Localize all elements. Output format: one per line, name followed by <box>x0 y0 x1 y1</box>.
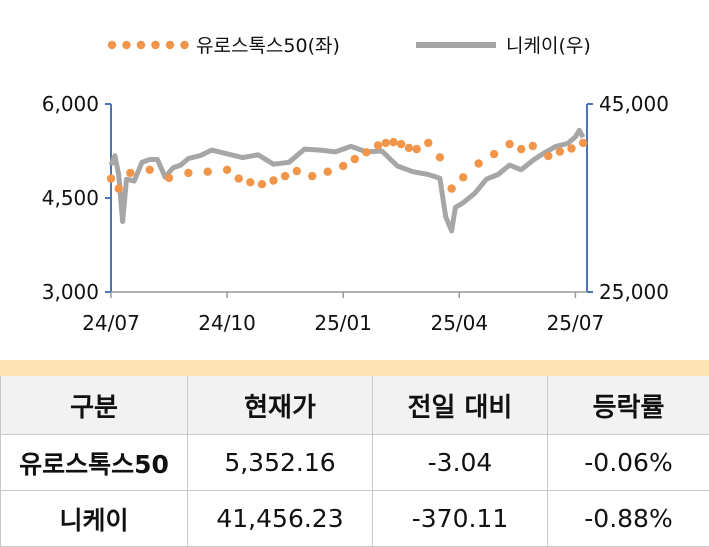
eurostoxx-point <box>234 174 243 183</box>
eurostoxx-point <box>447 184 456 193</box>
series-eurostoxx <box>106 138 588 193</box>
eurostoxx-point <box>106 174 116 183</box>
eurostoxx-point <box>145 165 154 174</box>
line-chart: 유로스톡스50(좌) 니케이(우) 24/07 24/10 25/01 25/04 25… <box>42 35 669 335</box>
eurostoxx-point <box>350 154 359 164</box>
legend: 유로스톡스50(좌) 니케이(우) <box>107 35 591 57</box>
x-tick-label: 25/07 <box>547 311 605 335</box>
eurostoxx-point <box>528 141 537 151</box>
eurostoxx-point <box>292 166 301 176</box>
row-change: -370.11 <box>372 490 548 547</box>
eurostoxx-point <box>222 165 232 174</box>
eurostoxx-point <box>184 168 193 178</box>
header-rate: 등락률 <box>547 376 709 435</box>
eurostoxx-point <box>246 178 255 187</box>
y-left-tick-label: 4,500 <box>42 186 99 210</box>
eurostoxx-point <box>164 173 174 183</box>
eurostoxx-point <box>412 144 421 154</box>
eurostoxx-point <box>308 171 317 181</box>
legend-label-nikkei: 니케이(우) <box>506 35 591 57</box>
header-category: 구분 <box>0 376 188 435</box>
section-separator <box>0 360 709 376</box>
eurostoxx-point <box>397 139 406 149</box>
header-price: 현재가 <box>187 376 373 435</box>
legend-dotted-marker <box>107 40 189 50</box>
y-left-tick-label: 3,000 <box>42 280 99 304</box>
eurostoxx-point <box>203 167 212 176</box>
row-price: 5,352.16 <box>187 434 373 491</box>
eurostoxx-point <box>459 173 468 182</box>
eurostoxx-point <box>362 148 371 157</box>
row-price: 41,456.23 <box>187 490 373 547</box>
eurostoxx-point <box>517 144 526 154</box>
eurostoxx-point <box>126 168 135 178</box>
y-left-tick-label: 6,000 <box>42 92 99 116</box>
eurostoxx-point <box>567 144 576 153</box>
axes <box>105 103 593 298</box>
eurostoxx-point <box>578 138 588 148</box>
row-name: 유로스톡스50 <box>0 434 188 491</box>
table-header-row: 구분 현재가 전일 대비 등락률 <box>0 376 709 435</box>
eurostoxx-point <box>257 180 267 189</box>
legend-dot <box>165 40 175 50</box>
eurostoxx-point <box>114 184 123 193</box>
eurostoxx-point <box>373 141 383 150</box>
header-change: 전일 대비 <box>372 376 548 435</box>
x-tick-label: 25/04 <box>430 311 488 335</box>
series-nikkei <box>108 127 586 234</box>
quote-table-area: 구분 현재가 전일 대비 등락률 유로스톡스50 5,352.16 -3.04 … <box>0 376 709 547</box>
chart-area: 유로스톡스50(좌) 니케이(우) 24/07 24/10 25/01 25/04 25… <box>41 35 669 335</box>
x-tick-label: 25/01 <box>314 311 372 335</box>
eurostoxx-point <box>339 161 348 171</box>
eurostoxx-point <box>323 167 332 176</box>
x-tick-label: 24/07 <box>82 311 140 335</box>
eurostoxx-point <box>389 138 398 147</box>
x-tick-label: 24/10 <box>198 311 256 335</box>
eurostoxx-point <box>435 153 445 162</box>
eurostoxx-point <box>555 147 565 156</box>
quote-table: 구분 현재가 전일 대비 등락률 유로스톡스50 5,352.16 -3.04 … <box>0 376 709 547</box>
row-rate: -0.06% <box>547 434 709 491</box>
tick-labels: 24/07 24/10 25/01 25/04 25/07 6,000 4,500 3,000… <box>42 92 669 335</box>
legend-dot <box>151 40 160 50</box>
eurostoxx-point <box>505 139 514 149</box>
y-right-tick-label: 25,000 <box>599 280 669 304</box>
nikkei-line <box>108 127 586 234</box>
table-row: 유로스톡스50 5,352.16 -3.04 -0.06% <box>0 434 709 491</box>
row-change: -3.04 <box>372 434 548 491</box>
legend-dot <box>180 40 189 50</box>
eurostoxx-point <box>269 176 278 185</box>
legend-label-eurostoxx: 유로스톡스50(좌) <box>196 35 340 57</box>
eurostoxx-point <box>404 143 414 153</box>
row-rate: -0.88% <box>547 490 709 547</box>
legend-dot <box>107 40 117 50</box>
legend-dot <box>122 40 131 50</box>
legend-dot <box>136 40 146 50</box>
eurostoxx-point <box>544 151 553 161</box>
eurostoxx-point <box>489 149 499 159</box>
eurostoxx-point <box>424 138 433 148</box>
eurostoxx-point <box>474 159 483 168</box>
eurostoxx-point <box>381 138 390 148</box>
eurostoxx-point <box>280 171 290 181</box>
table-row: 니케이 41,456.23 -370.11 -0.88% <box>0 490 709 547</box>
y-right-tick-label: 45,000 <box>599 92 669 116</box>
row-name: 니케이 <box>0 490 188 547</box>
